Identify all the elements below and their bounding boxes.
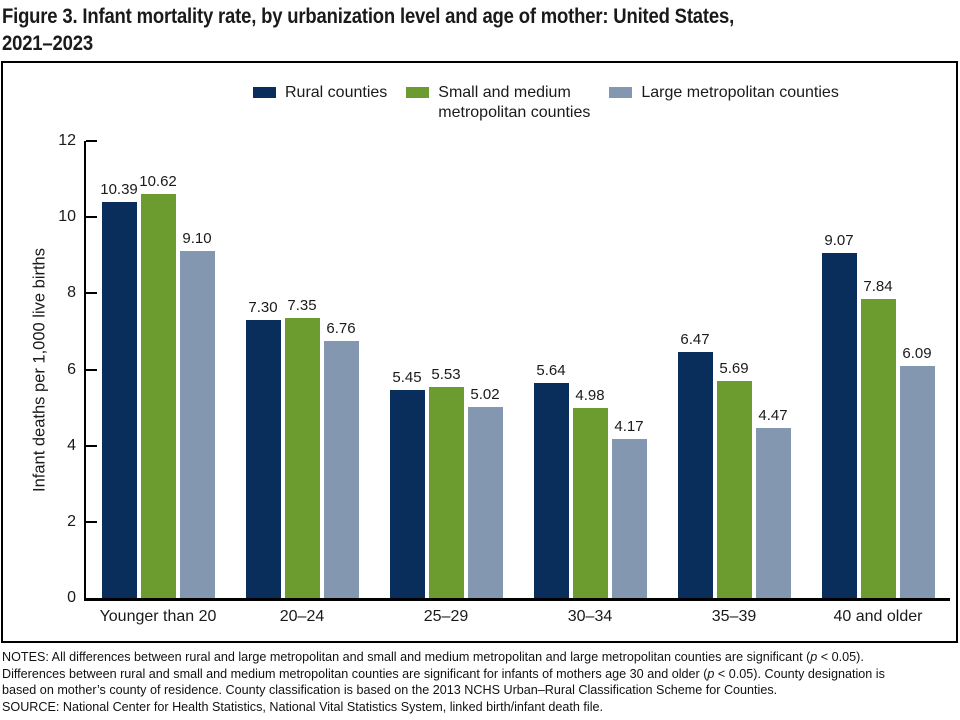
bar: 10.62	[139, 173, 177, 598]
y-tick	[86, 140, 97, 142]
bar-group: 7.30 7.35 6.76	[245, 297, 359, 598]
bar-value-label: 4.47	[758, 406, 788, 424]
y-tick-label: 10	[58, 208, 76, 226]
legend-swatch	[253, 87, 276, 98]
y-tick-label: 0	[67, 589, 76, 606]
legend-label: Large metropolitan counties	[641, 84, 839, 101]
bar: 9.10	[179, 230, 215, 598]
bar-value-label: 7.35	[287, 297, 317, 315]
plot-area: Infant deaths per 1,000 live births 10.3…	[31, 132, 950, 625]
bar: 6.47	[677, 331, 713, 598]
bar-value-label: 5.64	[536, 362, 566, 380]
bar: 5.02	[467, 386, 503, 598]
bar: 5.69	[716, 360, 752, 598]
figure-title: Figure 3. Infant mortality rate, by urba…	[2, 3, 834, 57]
bar: 6.09	[899, 345, 935, 598]
y-tick	[86, 444, 97, 447]
bar: 4.98	[572, 387, 608, 598]
notes-segment: based on mother’s county of residence. C…	[2, 683, 778, 697]
y-tick-label: 6	[67, 360, 76, 378]
bar: 4.17	[611, 418, 647, 598]
bar-group: 10.39 10.62 9.10	[100, 173, 215, 598]
figure-title-line2: 2021–2023	[2, 32, 93, 55]
y-tick	[86, 216, 97, 219]
notes-line: NOTES: All differences between rural and…	[2, 649, 960, 666]
figure-title-line1: Figure 3. Infant mortality rate, by urba…	[2, 5, 735, 28]
notes-italic-segment: p	[810, 650, 818, 664]
legend-swatch	[609, 87, 633, 98]
bar-value-label: 5.45	[392, 369, 422, 387]
bar-value-label: 5.53	[431, 366, 461, 384]
notes-line: SOURCE: National Center for Health Stati…	[2, 699, 960, 716]
x-axis-label: Younger than 20	[99, 608, 217, 625]
bar-value-label: 7.30	[248, 299, 278, 316]
bar: 5.53	[428, 366, 464, 598]
bar: 10.39	[100, 181, 138, 598]
legend-label: Rural counties	[285, 84, 388, 101]
bar: 4.47	[755, 407, 791, 598]
bar: 7.30	[245, 299, 281, 598]
bar-value-label: 6.09	[902, 345, 932, 363]
bar-value-label: 5.69	[719, 360, 749, 378]
chart-legend: Rural counties Small and medium metropoli…	[253, 83, 839, 123]
notes-segment: < 0.05).	[817, 650, 864, 664]
y-tick-label: 2	[67, 512, 76, 530]
x-axis-label: 30–34	[567, 608, 613, 625]
bar-value-label: 7.84	[863, 278, 893, 296]
y-tick	[86, 292, 97, 295]
legend-item: Small and medium metropolitan counties	[406, 83, 590, 123]
bar: 9.07	[821, 232, 857, 598]
bar: 5.64	[533, 362, 569, 598]
x-axis-label: 35–39	[711, 608, 757, 625]
y-tick-label: 12	[58, 132, 76, 149]
bar: 7.84	[860, 278, 896, 598]
bar: 5.45	[389, 369, 425, 598]
bar-value-label: 10.39	[100, 181, 138, 199]
notes-segment: Differences between rural and small and …	[2, 666, 708, 681]
y-tick	[86, 368, 97, 371]
bar-value-label: 4.98	[575, 387, 605, 405]
x-axis-label: 25–29	[423, 608, 469, 625]
x-axis-label: 20–24	[279, 608, 325, 625]
bar-group: 5.64 4.98 4.17	[533, 362, 647, 598]
notes-line: based on mother’s county of residence. C…	[2, 682, 960, 699]
bar-value-label: 5.02	[470, 385, 500, 403]
bars-layer: 10.39 10.62 9.10 7.30 7.35 6.76 5.45 5.53 5.02 5.…	[86, 173, 950, 598]
y-tick	[86, 520, 97, 523]
legend-item: Rural counties	[253, 83, 387, 103]
bar: 7.35	[284, 297, 320, 598]
notes-line: Differences between rural and small and …	[2, 666, 960, 683]
bar-value-label: 6.47	[680, 330, 710, 348]
notes-segment: SOURCE: National Center for Health Stati…	[2, 699, 604, 714]
y-tick-label: 4	[67, 436, 76, 454]
bar-value-label: 4.17	[614, 418, 644, 436]
bar-group: 5.45 5.53 5.02	[389, 366, 503, 598]
bar: 6.76	[323, 320, 359, 598]
x-axis-labels: Younger than 20 20–24 25–29 30–34 35–39 40 an…	[86, 608, 950, 626]
bar-value-label: 9.10	[182, 230, 212, 248]
bar-value-label: 10.62	[139, 172, 177, 190]
notes-italic-segment: p	[707, 666, 715, 681]
legend-item: Large metropolitan counties	[609, 83, 839, 103]
legend-label: Small and medium metropolitan counties	[438, 84, 591, 121]
bar-value-label: 9.07	[824, 231, 854, 249]
bar-group: 9.07 7.84 6.09	[821, 232, 935, 598]
chart-box: Rural counties Small and medium metropoli…	[1, 61, 958, 643]
legend-swatch	[406, 87, 430, 98]
notes: NOTES: All differences between rural and…	[2, 649, 960, 715]
x-axis-label: 40 and older	[833, 608, 923, 625]
notes-segment: NOTES: All differences between rural and…	[2, 650, 811, 664]
y-tick-label: 8	[67, 284, 76, 302]
bar-value-label: 6.76	[326, 319, 356, 337]
bar-group: 6.47 5.69 4.47	[677, 331, 791, 598]
notes-segment: < 0.05). County designation is	[714, 666, 885, 681]
